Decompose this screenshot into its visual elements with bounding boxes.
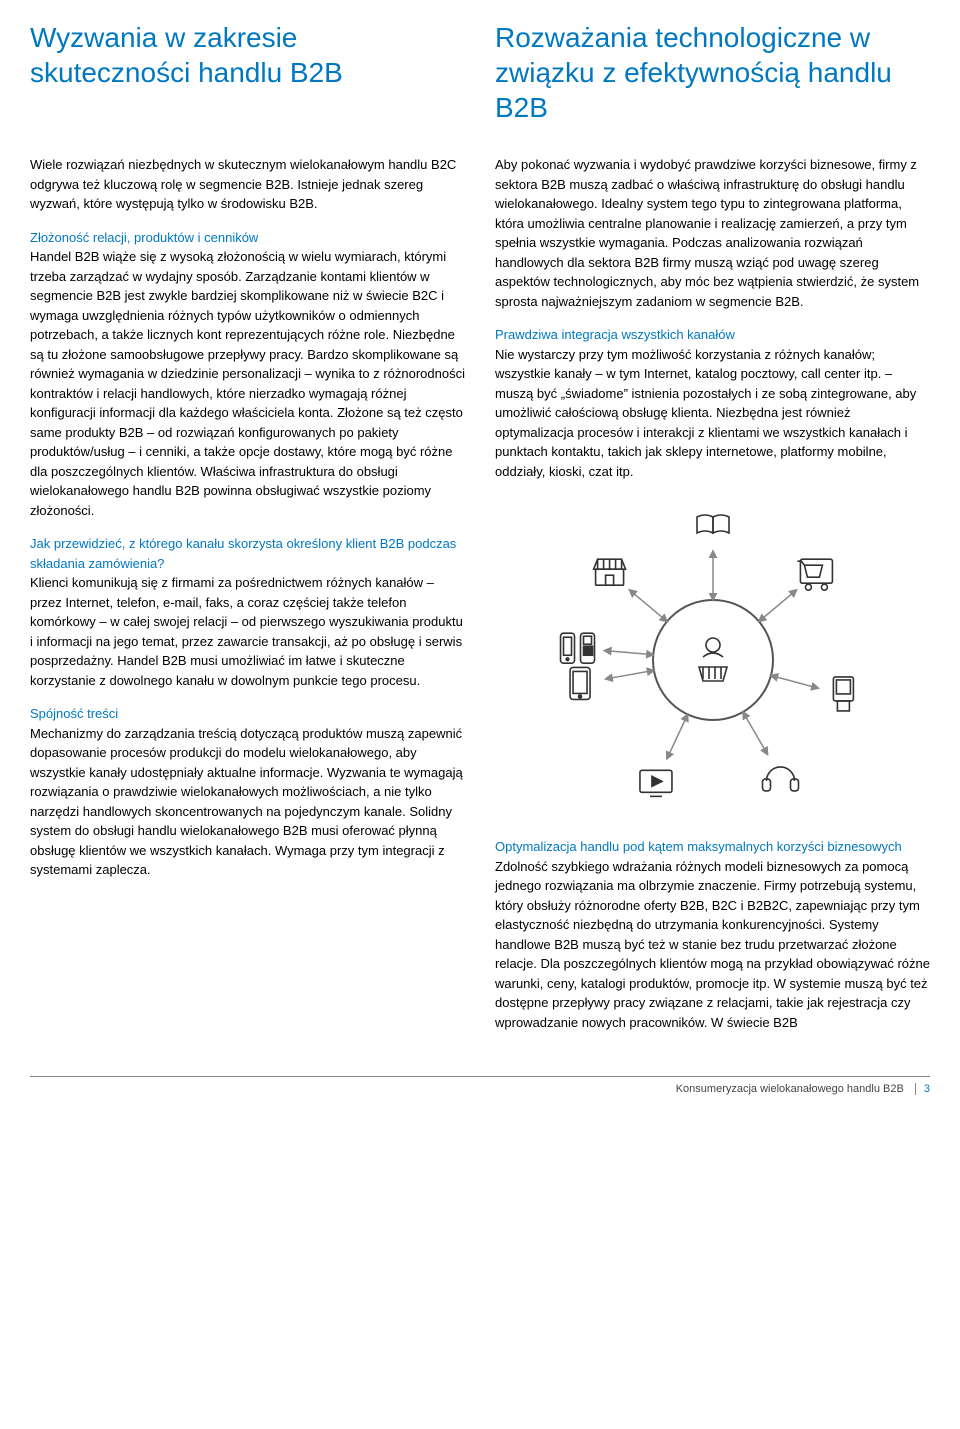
left-column: Wiele rozwiązań niezbędnych w skutecznym… [30, 155, 465, 1046]
left-sec3-body: Mechanizmy do zarządzania treścią dotycz… [30, 726, 463, 878]
storefront-icon [593, 559, 625, 585]
right-sec1-body: Nie wystarczy przy tym możliwość korzyst… [495, 347, 916, 479]
right-sec2-head: Optymalizacja handlu pod kątem maksymaln… [495, 839, 902, 854]
spoke-kiosk [770, 676, 817, 689]
open-book-icon [697, 515, 729, 533]
customer-basket-icon [699, 638, 727, 681]
left-intro: Wiele rozwiązań niezbędnych w skutecznym… [30, 155, 465, 214]
right-sec1-head: Prawdziwa integracja wszystkich kanałów [495, 327, 735, 342]
footer-text: Konsumeryzacja wielokanałowego handlu B2… [676, 1083, 904, 1095]
spoke-tablet [605, 670, 653, 679]
left-sec2-body: Klienci komunikują się z firmami za pośr… [30, 575, 463, 688]
headset-icon [762, 767, 798, 791]
left-sec2-head: Jak przewidzieć, z którego kanału skorzy… [30, 536, 456, 571]
hub-circle [653, 600, 773, 720]
tablet-icon [570, 667, 590, 699]
footer-page-number: 3 [915, 1083, 930, 1095]
spoke-headset [743, 712, 768, 754]
shopping-cart-icon [797, 559, 832, 590]
spoke-cart [758, 590, 796, 621]
monitor-play-icon [639, 770, 671, 796]
page-heading-right: Rozważania technologiczne w związku z ef… [495, 20, 930, 125]
right-sec2-body: Zdolność szybkiego wdrażania różnych mod… [495, 859, 930, 1030]
left-sec1-body: Handel B2B wiąże się z wysoką złożoności… [30, 249, 465, 518]
spoke-phone [604, 651, 653, 655]
left-sec1-head: Złożoność relacji, produktów i cenników [30, 230, 258, 245]
right-intro: Aby pokonać wyzwania i wydobyć prawdziwe… [495, 155, 930, 311]
page-footer: Konsumeryzacja wielokanałowego handlu B2… [30, 1076, 930, 1095]
kiosk-icon [833, 677, 853, 711]
channel-hub-diagram [523, 495, 903, 815]
spoke-tv [666, 714, 687, 758]
left-sec3-head: Spójność treści [30, 706, 118, 721]
right-column: Aby pokonać wyzwania i wydobyć prawdziwe… [495, 155, 930, 1046]
mobile-phone-icon [560, 633, 594, 663]
page-heading-left: Wyzwania w zakresie skuteczności handlu … [30, 20, 465, 125]
spoke-store [629, 590, 667, 621]
